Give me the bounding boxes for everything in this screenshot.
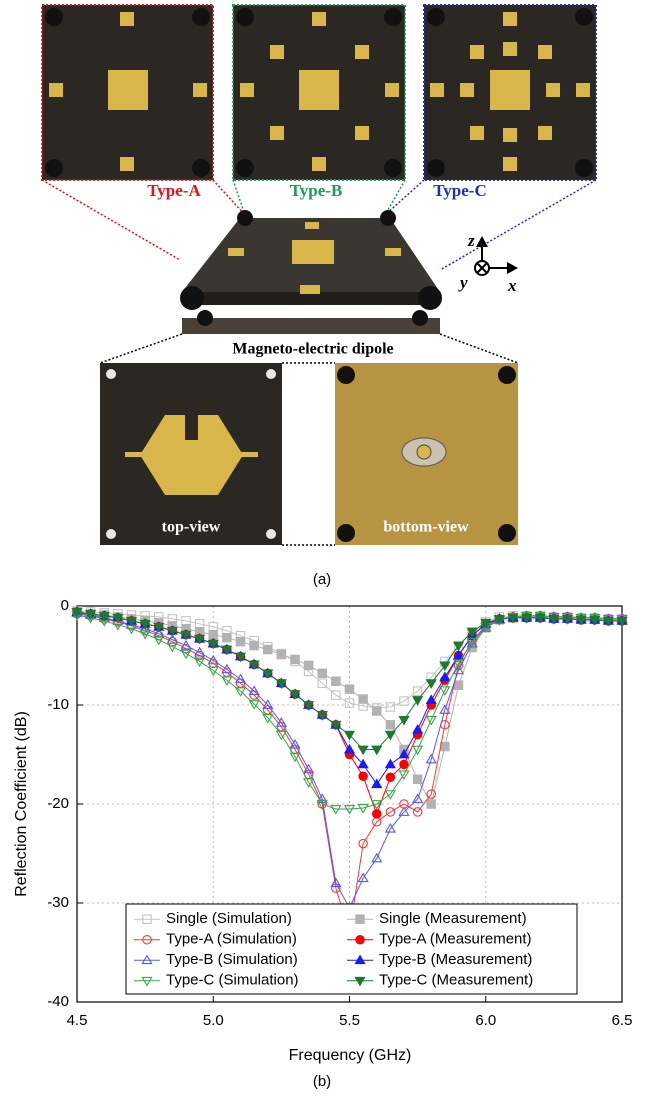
- y-tick-label: -20: [47, 795, 69, 812]
- legend-label: Type-C (Measurement): [379, 972, 533, 989]
- y-axis-title: Reflection Coefficient (dB): [13, 711, 30, 897]
- marker: [386, 760, 395, 768]
- type-label: Type-A: [147, 181, 201, 200]
- panel-caption: (b): [313, 1073, 331, 1090]
- x-axis-title: Frequency (GHz): [289, 1047, 412, 1064]
- antenna-photo: [182, 318, 440, 334]
- dipole-label: Magneto-electric dipole: [232, 341, 393, 358]
- feed-line: [181, 440, 201, 495]
- marker: [359, 695, 367, 703]
- type-label: Type-C: [433, 181, 487, 200]
- marker: [359, 772, 367, 780]
- marker: [304, 661, 312, 669]
- x-tick-label: 5.0: [203, 1012, 224, 1029]
- marker: [250, 641, 258, 649]
- photo-panel: z y x Type-A Type-B Type-C Magneto-elect…: [42, 5, 596, 588]
- patch: [292, 240, 334, 264]
- axis-letter: z: [467, 231, 475, 250]
- marker: [264, 645, 272, 653]
- arrow-head: [507, 262, 518, 274]
- marker: [345, 685, 353, 693]
- figure: z y x Type-A Type-B Type-C Magneto-elect…: [0, 0, 645, 1098]
- y-tick-label: -30: [47, 894, 69, 911]
- marker: [372, 780, 381, 788]
- marker: [277, 650, 285, 658]
- marker: [386, 791, 395, 799]
- marker: [209, 631, 217, 639]
- legend-label: Single (Simulation): [166, 910, 292, 927]
- patch: [300, 285, 320, 294]
- y-tick-label: 0: [61, 597, 69, 614]
- marker: [413, 775, 421, 783]
- legend-label: Type-C (Simulation): [166, 972, 299, 989]
- marker: [427, 800, 435, 808]
- x-tick-label: 5.5: [339, 1012, 360, 1029]
- panel-caption: (a): [313, 571, 331, 588]
- legend-label: Type-B (Simulation): [166, 951, 298, 968]
- legend-label: Type-B (Measurement): [379, 951, 532, 968]
- y-tick-label: -40: [47, 993, 69, 1010]
- chart: Frequency (GHz) Reflection Coefficient (…: [13, 597, 632, 1090]
- view-label: bottom-view: [383, 519, 469, 536]
- view-label: top-view: [162, 519, 221, 536]
- marker: [454, 681, 462, 689]
- marker: [356, 936, 364, 944]
- legend-label: Type-A (Simulation): [166, 931, 297, 948]
- marker: [359, 746, 368, 754]
- type-label: Type-B: [290, 181, 343, 200]
- patch: [385, 248, 401, 256]
- marker: [372, 746, 381, 754]
- marker: [331, 806, 340, 814]
- legend-label: Single (Measurement): [379, 910, 527, 927]
- legend-label: Type-A (Measurement): [379, 931, 532, 948]
- marker: [236, 637, 244, 645]
- marker: [345, 745, 354, 753]
- marker: [318, 669, 326, 677]
- marker: [291, 655, 299, 663]
- marker: [413, 725, 422, 733]
- axis-letter: y: [458, 273, 468, 292]
- legend: Single (Simulation) Single (Measurement) T…: [126, 904, 577, 994]
- connector: [417, 445, 431, 459]
- marker: [400, 760, 408, 768]
- x-tick-label: 4.5: [67, 1012, 88, 1029]
- marker: [356, 915, 364, 923]
- marker: [223, 633, 231, 641]
- marker: [373, 810, 381, 818]
- x-tick-label: 6.0: [475, 1012, 496, 1029]
- patch: [305, 222, 319, 229]
- x-tick-label: 6.5: [612, 1012, 633, 1029]
- patch: [228, 248, 244, 256]
- marker: [441, 742, 449, 750]
- marker: [386, 773, 394, 781]
- axis-letter: x: [507, 276, 517, 295]
- marker: [373, 707, 381, 715]
- marker: [386, 721, 394, 729]
- marker: [413, 697, 422, 705]
- arrow-head: [476, 236, 488, 247]
- y-tick-label: -10: [47, 696, 69, 713]
- marker: [332, 677, 340, 685]
